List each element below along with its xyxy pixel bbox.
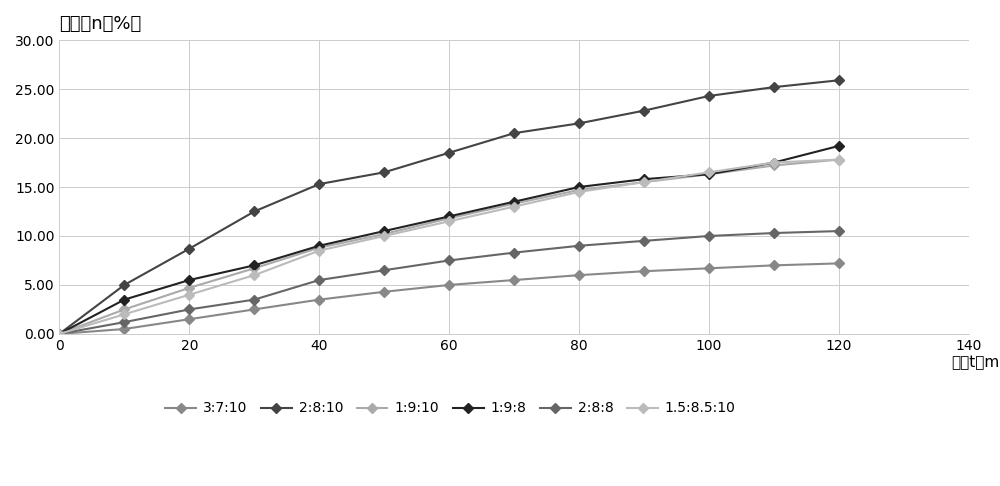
2:8:8 <box>573 243 585 249</box>
2:8:8 <box>53 331 65 337</box>
1:9:8 <box>573 184 585 190</box>
2:8:10 <box>183 246 195 252</box>
1.5:8.5:10 <box>53 331 65 337</box>
1:9:10 <box>53 331 65 337</box>
1:9:10 <box>833 156 845 162</box>
1:9:10 <box>768 162 780 168</box>
2:8:10 <box>443 150 455 156</box>
2:8:8 <box>378 267 390 273</box>
2:8:10 <box>703 93 715 99</box>
2:8:10 <box>118 282 130 288</box>
2:8:10 <box>508 130 520 136</box>
1:9:10 <box>443 215 455 221</box>
2:8:10 <box>833 77 845 83</box>
3:7:10 <box>118 326 130 332</box>
1:9:8 <box>53 331 65 337</box>
3:7:10 <box>313 297 325 303</box>
2:8:10 <box>248 208 260 214</box>
Line: 1.5:8.5:10: 1.5:8.5:10 <box>56 156 843 337</box>
1:9:10 <box>573 187 585 193</box>
2:8:10 <box>313 181 325 187</box>
1:9:10 <box>248 265 260 271</box>
2:8:8 <box>248 297 260 303</box>
3:7:10 <box>833 260 845 266</box>
3:7:10 <box>248 307 260 312</box>
1.5:8.5:10 <box>183 292 195 297</box>
Legend: 3:7:10, 2:8:10, 1:9:10, 1:9:8, 2:8:8, 1.5:8.5:10: 3:7:10, 2:8:10, 1:9:10, 1:9:8, 2:8:8, 1.… <box>160 396 741 421</box>
3:7:10 <box>443 282 455 288</box>
1.5:8.5:10 <box>768 159 780 165</box>
3:7:10 <box>183 316 195 322</box>
1.5:8.5:10 <box>573 189 585 195</box>
1:9:8 <box>703 172 715 177</box>
2:8:10 <box>573 121 585 126</box>
2:8:10 <box>768 84 780 90</box>
1:9:10 <box>638 179 650 185</box>
3:7:10 <box>378 289 390 295</box>
2:8:8 <box>768 230 780 236</box>
3:7:10 <box>638 268 650 274</box>
2:8:8 <box>443 258 455 263</box>
2:8:8 <box>118 319 130 325</box>
1:9:8 <box>248 262 260 268</box>
Line: 3:7:10: 3:7:10 <box>56 260 843 337</box>
Line: 2:8:8: 2:8:8 <box>56 227 843 337</box>
1:9:8 <box>378 228 390 234</box>
1.5:8.5:10 <box>248 272 260 278</box>
3:7:10 <box>53 331 65 337</box>
1.5:8.5:10 <box>313 248 325 254</box>
1.5:8.5:10 <box>833 156 845 162</box>
1:9:10 <box>508 201 520 207</box>
Line: 1:9:8: 1:9:8 <box>56 142 843 337</box>
1:9:8 <box>508 199 520 205</box>
Line: 1:9:10: 1:9:10 <box>56 156 843 337</box>
1:9:10 <box>378 231 390 237</box>
2:8:8 <box>508 250 520 256</box>
1:9:8 <box>443 213 455 219</box>
1:9:8 <box>768 159 780 165</box>
1:9:8 <box>183 277 195 283</box>
3:7:10 <box>573 272 585 278</box>
3:7:10 <box>703 265 715 271</box>
2:8:10 <box>53 331 65 337</box>
1.5:8.5:10 <box>703 170 715 175</box>
Text: 析水率n（%）: 析水率n（%） <box>59 15 142 33</box>
1:9:8 <box>638 176 650 182</box>
1:9:8 <box>313 243 325 249</box>
1.5:8.5:10 <box>443 218 455 224</box>
3:7:10 <box>508 277 520 283</box>
1:9:10 <box>183 285 195 291</box>
2:8:8 <box>313 277 325 283</box>
Line: 2:8:10: 2:8:10 <box>56 77 843 337</box>
X-axis label: 时间t（min）: 时间t（min） <box>952 354 1000 369</box>
3:7:10 <box>768 262 780 268</box>
2:8:10 <box>638 108 650 114</box>
1.5:8.5:10 <box>508 204 520 209</box>
1:9:10 <box>118 307 130 312</box>
2:8:10 <box>378 170 390 175</box>
2:8:8 <box>833 228 845 234</box>
1.5:8.5:10 <box>378 233 390 239</box>
2:8:8 <box>638 238 650 244</box>
1:9:8 <box>118 297 130 303</box>
1:9:8 <box>833 143 845 149</box>
1:9:10 <box>313 245 325 251</box>
2:8:8 <box>703 233 715 239</box>
1:9:10 <box>703 172 715 177</box>
2:8:8 <box>183 307 195 312</box>
1.5:8.5:10 <box>638 179 650 185</box>
1.5:8.5:10 <box>118 312 130 317</box>
